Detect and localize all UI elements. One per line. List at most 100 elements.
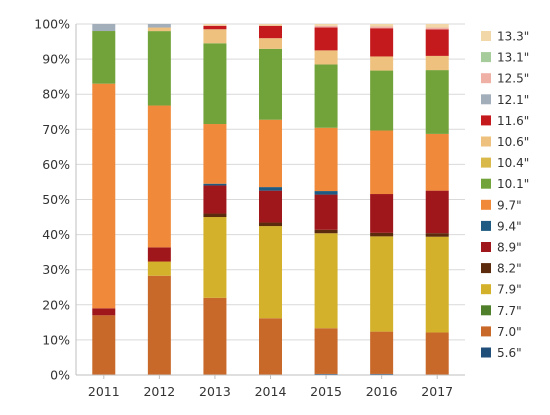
legend-swatch — [481, 136, 491, 147]
legend-swatch — [481, 31, 491, 41]
bar-segment-2015-11.6 — [314, 27, 338, 51]
x-tick-label: 2014 — [255, 384, 287, 399]
legend-swatch — [481, 157, 491, 168]
bar-segment-2017-12.5 — [425, 27, 449, 30]
bar-segment-2011-9.7 — [92, 83, 116, 309]
y-tick-label: 60% — [42, 157, 70, 172]
bar-segment-2014-13.3 — [259, 24, 282, 26]
legend-swatch — [481, 347, 491, 358]
bar-segment-2016-13.3 — [370, 24, 394, 27]
y-tick-label: 80% — [42, 87, 70, 102]
legend-swatch — [481, 178, 491, 189]
x-tick-label: 2016 — [366, 384, 398, 399]
bar-segment-2017-8.9 — [425, 190, 449, 234]
legend-label: 5.6" — [497, 346, 522, 360]
x-tick-label: 2011 — [88, 384, 120, 399]
legend-label: 7.9" — [497, 283, 522, 297]
bar-segment-2013-13.3 — [203, 24, 227, 26]
bar-segment-2015-10.1 — [314, 64, 338, 128]
bar-segment-2011-12.1 — [92, 24, 116, 32]
bars — [92, 24, 449, 375]
bar-segment-2017-8.2 — [425, 233, 449, 237]
bar-segment-2017-7.9 — [425, 236, 449, 333]
axes: 0% 10% 20% 30% 40% 50% 60% 70% 80% 90% 100% 2011 201… — [34, 17, 465, 399]
bar-segment-2014-10.6 — [259, 38, 282, 49]
bar-segment-2015-12.5 — [314, 25, 338, 28]
legend-label: 13.3" — [497, 30, 529, 44]
legend-label: 7.7" — [497, 304, 522, 318]
y-tick-label: 50% — [42, 192, 70, 207]
legend-swatch — [481, 263, 491, 274]
y-tick-label: 100% — [34, 17, 70, 32]
bar-segment-2015-9.7 — [314, 127, 338, 192]
bar-segment-2011-10.1 — [92, 31, 116, 84]
bar-segment-2015-8.9 — [314, 194, 338, 230]
bar-segment-2016-8.2 — [370, 232, 394, 237]
bar-segment-2011-7.0 — [92, 315, 116, 375]
legend-swatch — [481, 305, 491, 316]
legend-label: 8.2" — [497, 262, 522, 276]
legend-swatch — [481, 52, 491, 63]
bar-segment-2016-7.0 — [370, 331, 394, 374]
legend-swatch — [481, 115, 491, 126]
legend-label: 9.7" — [497, 198, 522, 212]
bar-segment-2016-9.7 — [370, 130, 394, 195]
x-tick-label: 2015 — [310, 384, 342, 399]
bar-segment-2011-8.9 — [92, 308, 116, 316]
bar-segment-2016-10.1 — [370, 70, 394, 131]
bar-segment-2014-8.9 — [259, 190, 282, 223]
legend-swatch — [481, 326, 491, 337]
bar-segment-2016-5.6 — [370, 373, 394, 375]
legend-label: 8.9" — [497, 241, 522, 255]
legend-swatch — [481, 94, 491, 105]
bar-segment-2013-10.1 — [203, 43, 227, 125]
bar-segment-2017-7.0 — [425, 332, 449, 375]
bar-segment-2016-11.6 — [370, 28, 394, 57]
x-tick-label: 2017 — [421, 384, 453, 399]
bar-segment-2014-9.7 — [259, 119, 282, 188]
bar-segment-2013-7.9 — [203, 217, 227, 298]
bar-segment-2012-7.0 — [147, 275, 171, 375]
bar-segment-2012-12.1 — [147, 24, 171, 28]
bar-segment-2015-8.2 — [314, 229, 338, 234]
legend-label: 12.5" — [497, 72, 529, 86]
legend-label: 10.4" — [497, 156, 529, 170]
bar-segment-2012-8.9 — [147, 247, 171, 262]
bar-segment-2017-10.6 — [425, 55, 449, 71]
bar-segment-2015-9.4 — [314, 191, 338, 195]
bar-segment-2013-8.2 — [203, 213, 227, 218]
bar-segment-2013-9.7 — [203, 124, 227, 184]
bar-segment-2014-11.6 — [259, 25, 282, 39]
y-tick-label: 30% — [42, 262, 70, 277]
legend-label: 9.4" — [497, 219, 522, 233]
y-tick-label: 20% — [42, 297, 70, 312]
bar-segment-2016-7.9 — [370, 236, 394, 332]
y-tick-label: 40% — [42, 227, 70, 242]
bar-segment-2014-9.4 — [259, 187, 282, 191]
bar-segment-2013-8.9 — [203, 185, 227, 214]
legend-swatch — [481, 242, 491, 252]
legend-swatch — [481, 73, 491, 84]
y-tick-label: 10% — [42, 332, 70, 347]
legend-label: 10.1" — [497, 177, 529, 191]
bar-segment-2017-11.6 — [425, 29, 449, 56]
legend-label: 10.6" — [497, 135, 529, 149]
bar-segment-2014-7.9 — [259, 226, 282, 319]
bar-segment-2012-10.1 — [147, 31, 171, 106]
bar-segment-2015-7.9 — [314, 233, 338, 329]
x-tick-label: 2013 — [199, 384, 231, 399]
legend-label: 7.0" — [497, 325, 522, 339]
bar-segment-2015-13.3 — [314, 24, 338, 26]
x-tick-label: 2012 — [143, 384, 175, 399]
legend-swatch — [481, 284, 491, 295]
legend-label: 13.1" — [497, 51, 529, 65]
bar-segment-2013-10.6 — [203, 29, 227, 44]
bar-segment-2014-7.0 — [259, 318, 282, 375]
bar-segment-2013-7.0 — [203, 297, 227, 375]
bar-segment-2013-9.4 — [203, 183, 227, 186]
bar-segment-2016-8.9 — [370, 194, 394, 233]
y-tick-label: 90% — [42, 52, 70, 67]
bar-segment-2017-13.3 — [425, 24, 449, 28]
